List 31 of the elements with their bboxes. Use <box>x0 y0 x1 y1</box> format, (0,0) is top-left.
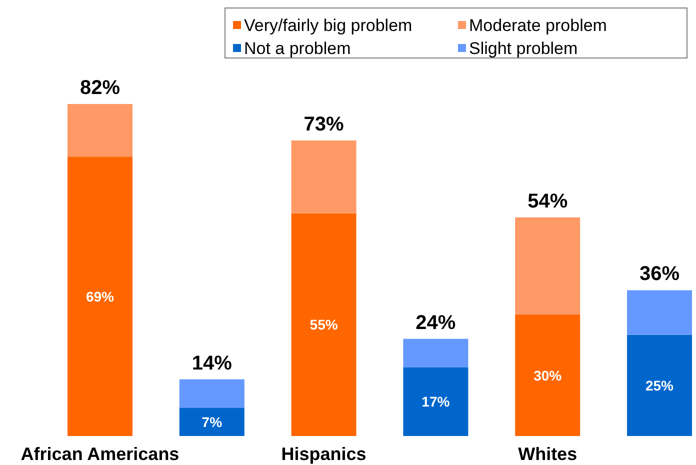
data-label: 7% <box>202 414 223 430</box>
data-label: 69% <box>86 288 115 304</box>
total-label: 36% <box>639 263 680 286</box>
total-label: 82% <box>80 77 120 99</box>
legend-label: Not a problem <box>244 39 351 58</box>
total-label: 54% <box>528 190 568 212</box>
legend-label: Moderate problem <box>469 16 607 35</box>
bar <box>179 408 244 436</box>
bar <box>291 140 356 214</box>
x-tick-label: Whites <box>518 444 578 464</box>
bar <box>403 367 468 436</box>
bar <box>627 290 692 335</box>
data-label: 30% <box>534 367 562 384</box>
total-label: 73% <box>304 113 344 136</box>
legend-label: Very/fairly big problem <box>244 16 412 35</box>
legend-label: Slight problem <box>469 39 578 58</box>
bar <box>403 338 468 368</box>
bar <box>515 217 580 315</box>
x-tick-label: African Americans <box>20 444 180 464</box>
bar <box>68 104 132 157</box>
total-label: 24% <box>416 312 456 334</box>
bar <box>627 334 692 436</box>
bar <box>291 213 356 436</box>
total-label: 14% <box>192 352 232 374</box>
bar <box>515 314 580 436</box>
x-tick-label: Hispanics <box>281 444 366 464</box>
bar <box>68 156 132 436</box>
data-label: 17% <box>422 394 450 410</box>
data-label: 55% <box>310 316 338 333</box>
data-label: 25% <box>645 377 674 394</box>
bar <box>179 379 244 408</box>
